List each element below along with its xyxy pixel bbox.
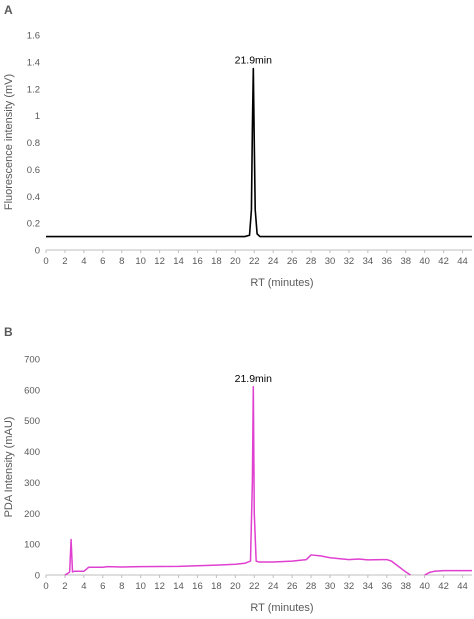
b-xtick-label: 20: [230, 581, 241, 592]
annotation-a: 21.9min: [235, 55, 273, 67]
x-axis-label-b: RT (minutes): [250, 602, 313, 614]
b-xtick-label: 12: [154, 581, 165, 592]
b-ytick-label: 400: [24, 447, 40, 458]
a-xtick-label: 0: [43, 256, 48, 267]
b-xtick-label: 36: [382, 581, 393, 592]
b-xtick-label: 38: [400, 581, 411, 592]
a-xtick-label: 34: [363, 256, 374, 267]
chart-a: A 00.20.40.60.811.21.41.6 0 2 4 6 8 10 12 14 16 1…: [3, 3, 472, 289]
a-xtick-label: 32: [344, 256, 355, 267]
b-ytick-label: 300: [24, 478, 40, 489]
b-xtick-label: 44: [457, 581, 468, 592]
a-xtick-label: 8: [119, 256, 124, 267]
y-axis-label-a: Fluorescence intensity (mV): [3, 74, 15, 210]
a-xtick-label: 6: [100, 256, 105, 267]
a-xtick-label: 36: [382, 256, 393, 267]
a-xtick-label: 24: [268, 256, 279, 267]
a-xtick-label: 14: [173, 256, 184, 267]
b-xtick-label: 34: [363, 581, 374, 592]
a-xtick-label: 26: [287, 256, 298, 267]
a-xtick-label: 16: [192, 256, 203, 267]
panel-label-a: A: [4, 3, 13, 17]
b-xtick-label: 40: [419, 581, 430, 592]
b-xtick-label: 16: [192, 581, 203, 592]
b-xtick-label: 28: [306, 581, 317, 592]
a-xtick-label: 22: [249, 256, 260, 267]
a-ytick-label: 0.6: [27, 165, 40, 176]
x-axis-label-a: RT (minutes): [250, 277, 313, 289]
a-ytick-label: 1.6: [27, 31, 40, 42]
b-ytick-label: 0: [35, 571, 40, 582]
a-xtick-label: 44: [457, 256, 468, 267]
b-series-line: [424, 569, 472, 576]
b-xtick-label: 6: [100, 581, 105, 592]
a-ytick-label: 0.4: [27, 192, 40, 203]
b-series-line: [64, 386, 411, 576]
b-xtick-label: 22: [249, 581, 260, 592]
b-xtick-label: 0: [43, 581, 48, 592]
b-ytick-label: 200: [24, 509, 40, 520]
b-xtick-label: 4: [81, 581, 86, 592]
b-xtick-label: 30: [325, 581, 336, 592]
b-xtick-label: 26: [287, 581, 298, 592]
a-ytick-label: 0.2: [27, 219, 40, 230]
b-xtick-label: 42: [438, 581, 449, 592]
a-xtick-label: 40: [419, 256, 430, 267]
annotation-b: 21.9min: [235, 373, 273, 385]
b-xtick-label: 18: [211, 581, 222, 592]
b-xtick-label: 32: [344, 581, 355, 592]
b-xtick-label: 2: [62, 581, 67, 592]
a-xtick-label: 12: [154, 256, 165, 267]
a-xtick-label: 20: [230, 256, 241, 267]
a-series-line: [46, 67, 472, 238]
a-ytick-label: 1: [35, 111, 40, 122]
a-xtick-label: 42: [438, 256, 449, 267]
b-xtick-label: 10: [135, 581, 146, 592]
b-xtick-label: 24: [268, 581, 279, 592]
a-xtick-label: 28: [306, 256, 317, 267]
b-ytick-label: 100: [24, 540, 40, 551]
a-xtick-label: 18: [211, 256, 222, 267]
a-xtick-label: 38: [400, 256, 411, 267]
b-xtick-label: 8: [119, 581, 124, 592]
b-ytick-label: 700: [24, 355, 40, 366]
a-ytick-label: 0.8: [27, 138, 40, 149]
a-xtick-label: 4: [81, 256, 86, 267]
a-xtick-label: 10: [135, 256, 146, 267]
a-ytick-label: 0: [35, 246, 40, 257]
b-xtick-label: 14: [173, 581, 184, 592]
a-ytick-label: 1.4: [27, 57, 40, 68]
b-ytick-label: 600: [24, 385, 40, 396]
a-xtick-label: 30: [325, 256, 336, 267]
a-ytick-label: 1.2: [27, 84, 40, 95]
b-ytick-label: 500: [24, 416, 40, 427]
y-axis-label-b: PDA Intensity (mAU): [3, 417, 15, 518]
a-xtick-label: 2: [62, 256, 67, 267]
panel-label-b: B: [4, 325, 13, 339]
